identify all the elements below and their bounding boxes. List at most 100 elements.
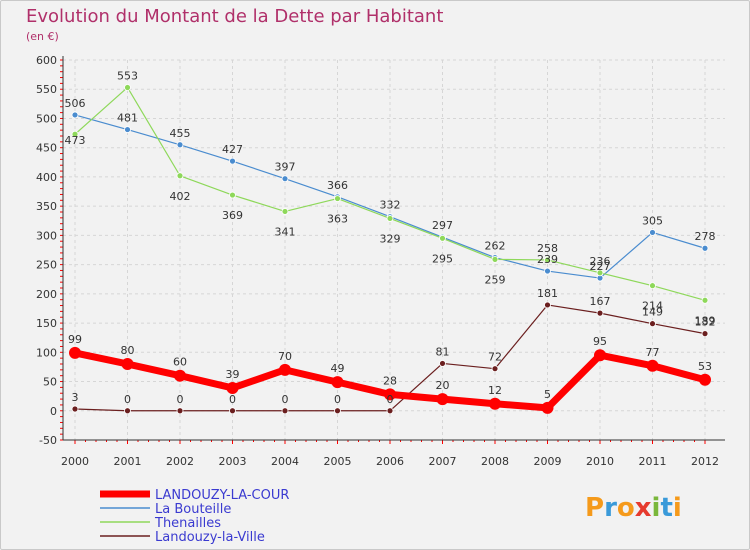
- data-point: [384, 388, 396, 401]
- data-label: 5: [544, 388, 551, 401]
- x-tick-label: 2005: [324, 455, 352, 468]
- data-point: [544, 301, 551, 309]
- data-point: [279, 363, 291, 376]
- data-point: [699, 373, 711, 386]
- data-label: 149: [642, 306, 663, 319]
- x-tick-label: 2011: [639, 455, 667, 468]
- y-tick-label: -50: [39, 434, 57, 447]
- data-label: 81: [436, 345, 450, 358]
- x-tick-label: 2008: [481, 455, 509, 468]
- data-label: 259: [485, 273, 506, 286]
- data-label: 397: [275, 161, 296, 174]
- data-point: [646, 359, 659, 372]
- data-point: [649, 282, 656, 290]
- data-point: [124, 126, 131, 133]
- x-tick-label: 2002: [166, 455, 194, 468]
- y-tick-label: 400: [36, 171, 57, 184]
- data-point: [229, 191, 236, 199]
- data-label: 99: [68, 333, 82, 346]
- data-label: 39: [226, 368, 240, 381]
- y-tick-label: 50: [43, 376, 57, 389]
- y-tick-label: 500: [36, 112, 57, 125]
- logo-letter: o: [617, 493, 635, 523]
- chart-title: Evolution du Montant de la Dette par Hab…: [26, 6, 443, 27]
- x-tick-label: 2007: [429, 455, 457, 468]
- data-point: [386, 407, 394, 415]
- data-point: [439, 360, 446, 367]
- logo-letter: r: [604, 493, 617, 523]
- data-label: 305: [642, 214, 663, 227]
- data-label: 0: [334, 393, 341, 406]
- data-label: 72: [488, 351, 502, 364]
- x-tick-label: 2009: [534, 455, 562, 468]
- x-tick-label: 2004: [271, 455, 299, 468]
- data-label: 12: [488, 384, 502, 397]
- data-point: [439, 234, 446, 242]
- data-label: 481: [117, 112, 138, 125]
- data-point: [174, 369, 186, 382]
- data-point: [436, 393, 449, 406]
- data-point: [281, 407, 289, 415]
- data-point: [226, 381, 239, 394]
- data-label: 553: [117, 69, 138, 82]
- data-label: 295: [432, 252, 453, 265]
- data-label: 77: [646, 346, 660, 359]
- data-label: 341: [275, 225, 296, 238]
- data-point: [71, 111, 79, 119]
- data-point: [491, 365, 499, 373]
- chart-subtitle: (en €): [26, 30, 59, 43]
- x-tick-label: 2010: [586, 455, 614, 468]
- data-point: [544, 267, 551, 275]
- logo-letter: P: [585, 493, 604, 523]
- y-tick-label: 100: [36, 346, 57, 359]
- data-label: 329: [380, 232, 401, 245]
- data-point: [71, 130, 79, 138]
- data-label: 49: [331, 362, 345, 375]
- data-label: 0: [282, 393, 289, 406]
- logo-letter: t: [660, 493, 672, 523]
- data-label: 473: [65, 134, 86, 147]
- y-tick-label: 350: [36, 200, 57, 213]
- logo-text: Proxiti: [585, 493, 682, 523]
- data-label: 53: [698, 360, 712, 373]
- data-point: [544, 256, 551, 264]
- x-tick-label: 2006: [376, 455, 404, 468]
- data-label: 366: [327, 179, 348, 192]
- data-label: 0: [229, 393, 236, 406]
- data-point: [176, 141, 184, 149]
- y-tick-label: 0: [50, 405, 57, 418]
- data-label: 258: [537, 242, 558, 255]
- y-tick-label: 200: [36, 288, 57, 301]
- data-label: 239: [537, 253, 558, 266]
- data-point: [69, 346, 81, 359]
- logo-letter: i: [673, 493, 682, 523]
- data-label: 427: [222, 143, 243, 156]
- data-label: 332: [380, 199, 401, 212]
- y-tick-label: 250: [36, 259, 57, 272]
- data-label: 20: [436, 379, 450, 392]
- logo-letter: i: [652, 493, 661, 523]
- data-label: 70: [278, 350, 292, 363]
- x-tick-label: 2012: [691, 455, 719, 468]
- y-tick-label: 600: [36, 54, 57, 67]
- axes: 600550500450400350300250200150100500-502…: [36, 54, 725, 468]
- legend-label: Thenailles: [154, 516, 221, 531]
- data-label: 132: [695, 316, 716, 329]
- data-point: [331, 376, 344, 389]
- data-label: 227: [590, 260, 611, 273]
- data-label: 0: [177, 393, 184, 406]
- logo-letter: x: [635, 493, 652, 523]
- legend-label: La Bouteille: [155, 502, 231, 517]
- data-point: [281, 175, 289, 183]
- data-label: 402: [170, 190, 191, 203]
- y-tick-label: 300: [36, 229, 57, 242]
- data-point: [176, 172, 184, 180]
- data-point: [124, 84, 131, 91]
- data-point: [596, 269, 604, 277]
- data-point: [229, 157, 236, 165]
- data-label: 189: [695, 314, 716, 327]
- data-label: 181: [537, 287, 558, 300]
- data-label: 167: [590, 295, 611, 308]
